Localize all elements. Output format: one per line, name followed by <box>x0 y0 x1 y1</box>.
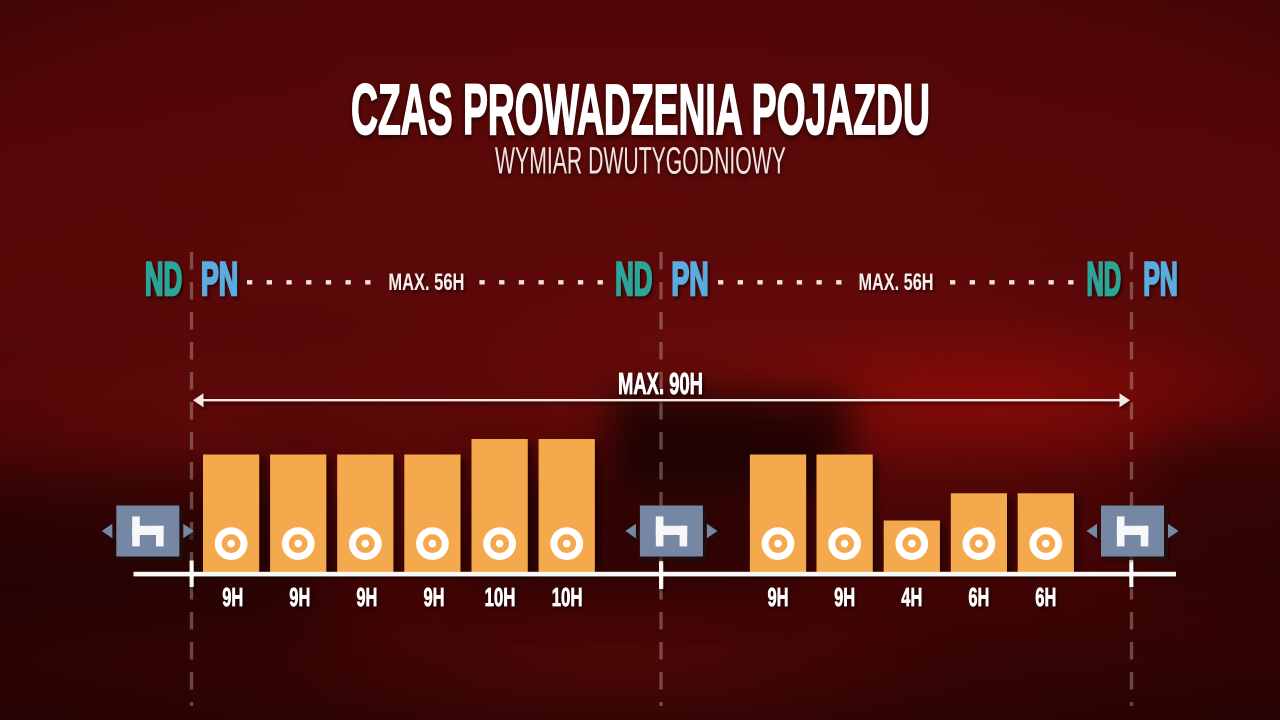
svg-text:MAX. 56H: MAX. 56H <box>858 269 933 296</box>
svg-text:4H: 4H <box>901 583 922 612</box>
svg-text:PN: PN <box>1143 253 1178 305</box>
svg-text:ND: ND <box>145 254 182 306</box>
svg-text:6H: 6H <box>968 583 989 612</box>
svg-text:9H: 9H <box>289 583 310 612</box>
svg-text:MAX. 56H: MAX. 56H <box>388 269 464 296</box>
svg-text:PN: PN <box>671 253 708 306</box>
svg-text:9H: 9H <box>222 583 243 612</box>
svg-text:10H: 10H <box>552 582 583 612</box>
svg-text:9H: 9H <box>424 583 445 612</box>
svg-text:9H: 9H <box>768 583 789 612</box>
svg-text:9H: 9H <box>356 583 377 612</box>
svg-text:9H: 9H <box>834 583 855 612</box>
svg-text:ND: ND <box>1086 252 1121 305</box>
svg-text:6H: 6H <box>1035 583 1056 612</box>
svg-text:WYMIAR DWUTYGODNIOWY: WYMIAR DWUTYGODNIOWY <box>495 139 786 182</box>
svg-text:10H: 10H <box>485 582 516 612</box>
svg-text:MAX. 90H: MAX. 90H <box>618 367 703 401</box>
svg-text:CZAS PROWADZENIA POJAZDU: CZAS PROWADZENIA POJAZDU <box>351 71 930 150</box>
svg-text:PN: PN <box>201 253 238 306</box>
svg-text:ND: ND <box>615 254 652 306</box>
